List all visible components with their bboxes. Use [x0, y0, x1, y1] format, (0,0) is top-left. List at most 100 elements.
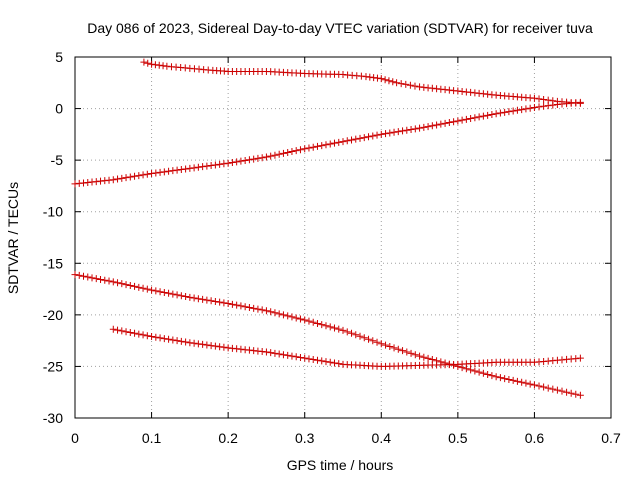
data-point: [92, 275, 100, 283]
data-point: [173, 166, 181, 174]
data-point: [403, 126, 411, 134]
y-tick-label: 5: [55, 49, 63, 65]
y-tick-label: -15: [43, 255, 63, 271]
data-point: [275, 350, 283, 358]
data-point: [296, 146, 304, 154]
data-point: [211, 297, 219, 305]
data-point: [288, 148, 296, 156]
data-point: [156, 288, 164, 296]
data-point: [420, 123, 428, 131]
data-point: [190, 294, 198, 302]
y-tick-label: -25: [43, 358, 63, 374]
data-point: [199, 340, 207, 348]
data-point: [207, 297, 215, 305]
data-point: [143, 170, 151, 178]
data-point: [165, 289, 173, 297]
data-point: [458, 116, 466, 124]
data-point: [156, 334, 164, 342]
data-point: [109, 176, 117, 184]
data-point: [352, 331, 360, 339]
data-point: [296, 315, 304, 323]
data-point: [160, 289, 168, 297]
data-point: [122, 328, 130, 336]
data-point: [169, 167, 177, 175]
data-point: [143, 332, 151, 340]
data-point: [377, 340, 385, 348]
data-point: [416, 352, 424, 360]
data-point: [576, 354, 584, 362]
data-point: [211, 342, 219, 350]
data-point: [126, 282, 134, 290]
data-point: [301, 316, 309, 324]
x-tick-label: 0.7: [601, 430, 621, 446]
data-point: [424, 123, 432, 131]
data-point: [177, 166, 185, 174]
data-point: [305, 317, 313, 325]
data-point: [271, 349, 279, 357]
data-point: [122, 174, 130, 182]
data-point: [71, 271, 79, 279]
data-point: [348, 329, 356, 337]
data-point: [288, 313, 296, 321]
data-point: [450, 118, 458, 126]
data-point: [216, 298, 224, 306]
data-point: [339, 326, 347, 334]
data-point: [373, 338, 381, 346]
data-point: [169, 290, 177, 298]
data-point: [186, 293, 194, 301]
data-point: [373, 74, 381, 82]
data-point: [335, 360, 343, 368]
data-point: [492, 110, 500, 118]
data-point: [250, 155, 258, 163]
data-point: [151, 61, 159, 69]
data-point: [97, 275, 105, 283]
data-point: [513, 377, 521, 385]
data-point: [237, 302, 245, 310]
data-point: [509, 107, 517, 115]
data-point: [305, 355, 313, 363]
data-point: [131, 329, 139, 337]
data-point: [224, 159, 232, 167]
data-point: [522, 379, 530, 387]
data-point: [381, 76, 389, 84]
data-point: [135, 172, 143, 180]
data-point: [549, 385, 557, 393]
data-point: [501, 108, 509, 116]
data-point: [540, 102, 548, 110]
data-point: [284, 148, 292, 156]
data-point: [393, 79, 401, 87]
data-point: [105, 277, 113, 285]
data-point: [284, 351, 292, 359]
data-point: [216, 160, 224, 168]
data-point: [366, 73, 374, 81]
y-tick-label: 0: [55, 101, 63, 117]
data-point: [406, 81, 414, 89]
data-point: [558, 387, 566, 395]
data-point: [386, 129, 394, 137]
data-point: [544, 384, 552, 392]
data-point: [492, 373, 500, 381]
data-point: [148, 333, 156, 341]
data-point: [326, 323, 334, 331]
data-point: [488, 111, 496, 119]
data-point: [576, 98, 584, 106]
data-point: [262, 307, 270, 315]
data-point: [318, 321, 326, 329]
data-point: [330, 359, 338, 367]
data-point: [530, 94, 538, 102]
data-point: [148, 170, 156, 178]
data-point: [250, 304, 258, 312]
data-point: [326, 358, 334, 366]
data-point: [567, 389, 575, 397]
data-point: [118, 174, 126, 182]
data-point: [424, 354, 432, 362]
data-point: [445, 119, 453, 127]
data-point: [416, 124, 424, 132]
data-point: [279, 149, 287, 157]
data-point: [190, 339, 198, 347]
data-point: [535, 95, 543, 103]
y-axis-label: SDTVAR / TECUs: [5, 182, 21, 294]
data-point: [530, 104, 538, 112]
data-point: [544, 102, 552, 110]
